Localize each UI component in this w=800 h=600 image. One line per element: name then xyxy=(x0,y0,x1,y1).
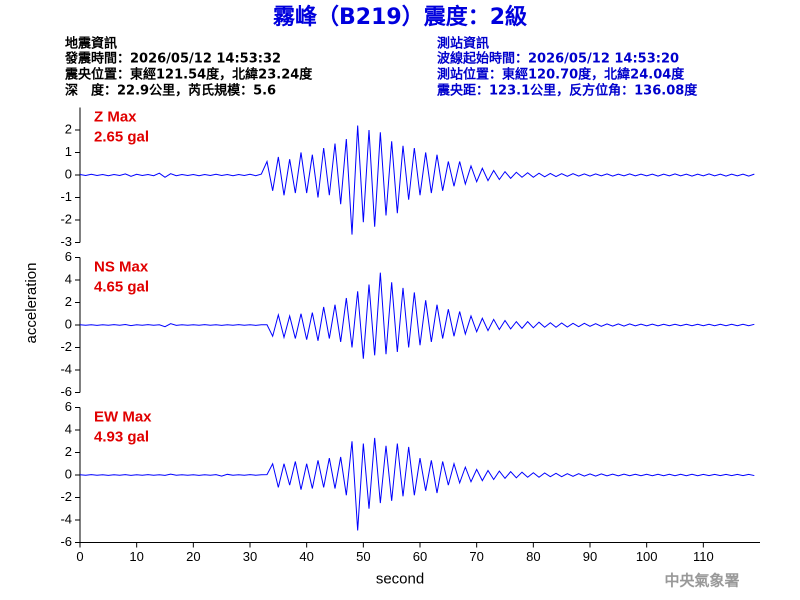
y-tick-label: 0 xyxy=(65,466,72,481)
y-tick-label: 6 xyxy=(65,399,72,414)
y-tick-label: -2 xyxy=(60,489,72,504)
component-label: EW Max xyxy=(94,408,152,425)
y-tick-label: -6 xyxy=(60,384,72,399)
station-info: 波線起始時間：2026/05/12 14:53:20 xyxy=(437,51,679,67)
x-tick-label: 50 xyxy=(356,549,370,564)
station-info: 震央距：123.1公里，反方位角：136.08度 xyxy=(436,83,698,99)
station-info: 測站資訊 xyxy=(437,36,489,52)
y-tick-label: -4 xyxy=(60,511,72,526)
y-tick-label: 4 xyxy=(65,421,72,436)
y-tick-label: 2 xyxy=(65,294,72,309)
y-tick-label: -3 xyxy=(60,234,72,249)
peak-value: 2.65 gal xyxy=(94,128,149,145)
quake-info: 發震時間：2026/05/12 14:53:32 xyxy=(64,51,281,67)
x-tick-label: 10 xyxy=(129,549,143,564)
y-tick-label: -1 xyxy=(60,189,72,204)
component-label: NS Max xyxy=(94,258,149,275)
y-tick-label: 1 xyxy=(65,144,72,159)
y-tick-label: 4 xyxy=(65,271,72,286)
x-tick-label: 0 xyxy=(76,549,83,564)
station-info: 測站位置：東經120.70度，北緯24.04度 xyxy=(437,67,685,83)
waveform xyxy=(79,437,755,531)
x-tick-label: 30 xyxy=(243,549,257,564)
y-tick-label: 0 xyxy=(65,316,72,331)
y-tick-label: 2 xyxy=(65,121,72,136)
y-tick-label: -2 xyxy=(60,211,72,226)
x-tick-label: 20 xyxy=(186,549,200,564)
x-tick-label: 70 xyxy=(469,549,483,564)
peak-value: 4.93 gal xyxy=(94,428,149,445)
station-title: 霧峰（B219）震度：2級 xyxy=(272,4,527,30)
waveform xyxy=(79,272,755,359)
y-tick-label: -4 xyxy=(60,361,72,376)
x-tick-label: 60 xyxy=(413,549,427,564)
x-tick-label: 90 xyxy=(583,549,597,564)
x-tick-label: 110 xyxy=(693,549,714,564)
credit: 中央氣象署 xyxy=(664,572,739,590)
y-tick-label: 6 xyxy=(65,249,72,264)
y-tick-label: 2 xyxy=(65,444,72,459)
x-tick-label: 40 xyxy=(299,549,313,564)
quake-info: 地震資訊 xyxy=(65,36,117,52)
waveform xyxy=(79,125,755,235)
quake-info: 震央位置：東經121.54度，北緯23.24度 xyxy=(64,67,313,83)
y-tick-label: -2 xyxy=(60,339,72,354)
x-tick-label: 100 xyxy=(636,549,658,564)
quake-info: 深 度：22.9公里，芮氏規模：5.6 xyxy=(65,83,276,99)
y-tick-label: 0 xyxy=(65,166,72,181)
component-label: Z Max xyxy=(94,108,137,125)
peak-value: 4.65 gal xyxy=(94,278,149,295)
y-axis-label: acceleration xyxy=(23,263,40,344)
x-tick-label: 80 xyxy=(526,549,540,564)
x-axis-label: second xyxy=(376,570,424,587)
y-tick-label: -6 xyxy=(60,534,72,549)
